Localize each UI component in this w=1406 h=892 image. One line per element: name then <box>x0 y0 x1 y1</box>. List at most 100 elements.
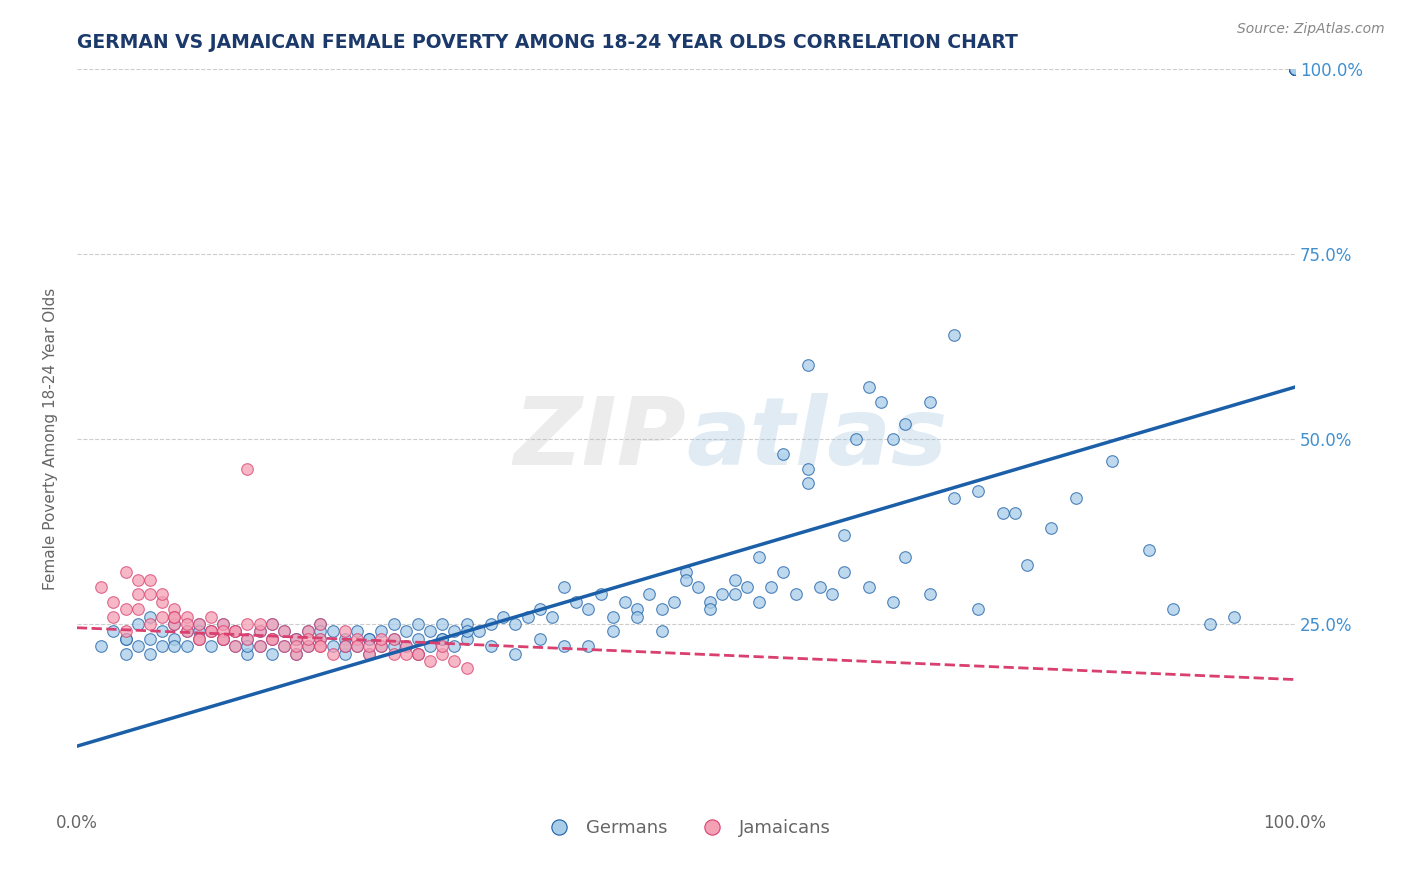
Point <box>942 328 965 343</box>
Point <box>406 632 429 646</box>
Point <box>479 639 502 653</box>
Point <box>285 647 308 661</box>
Point <box>346 639 368 653</box>
Point <box>1284 62 1306 76</box>
Point <box>309 639 332 653</box>
Point <box>236 639 259 653</box>
Point <box>297 639 319 653</box>
Point <box>578 602 600 616</box>
Point <box>675 573 697 587</box>
Point <box>187 624 209 639</box>
Point <box>432 632 454 646</box>
Point <box>224 624 246 639</box>
Point <box>772 565 794 579</box>
Point <box>150 609 173 624</box>
Point <box>236 647 259 661</box>
Text: GERMAN VS JAMAICAN FEMALE POVERTY AMONG 18-24 YEAR OLDS CORRELATION CHART: GERMAN VS JAMAICAN FEMALE POVERTY AMONG … <box>77 33 1018 52</box>
Point <box>882 595 904 609</box>
Point <box>224 639 246 653</box>
Point <box>176 624 198 639</box>
Point <box>651 602 673 616</box>
Point <box>212 624 235 639</box>
Point <box>200 624 222 639</box>
Point <box>359 647 381 661</box>
Point <box>1198 617 1220 632</box>
Point <box>1004 506 1026 520</box>
Point <box>260 647 283 661</box>
Point <box>163 617 186 632</box>
Point <box>346 639 368 653</box>
Text: Source: ZipAtlas.com: Source: ZipAtlas.com <box>1237 22 1385 37</box>
Point <box>1284 62 1306 76</box>
Point <box>309 632 332 646</box>
Point <box>212 632 235 646</box>
Point <box>212 617 235 632</box>
Point <box>432 639 454 653</box>
Point <box>529 632 551 646</box>
Point <box>651 624 673 639</box>
Point <box>432 647 454 661</box>
Point <box>322 624 344 639</box>
Y-axis label: Female Poverty Among 18-24 Year Olds: Female Poverty Among 18-24 Year Olds <box>44 288 58 590</box>
Point <box>103 595 125 609</box>
Point <box>991 506 1014 520</box>
Point <box>163 602 186 616</box>
Point <box>139 587 162 601</box>
Point <box>761 580 783 594</box>
Point <box>236 461 259 475</box>
Point <box>249 639 271 653</box>
Point <box>1284 62 1306 76</box>
Point <box>322 639 344 653</box>
Point <box>942 491 965 505</box>
Point <box>1284 62 1306 76</box>
Point <box>273 624 295 639</box>
Point <box>176 639 198 653</box>
Point <box>553 580 575 594</box>
Point <box>382 639 405 653</box>
Point <box>127 573 149 587</box>
Point <box>406 647 429 661</box>
Point <box>187 632 209 646</box>
Point <box>419 639 441 653</box>
Point <box>103 609 125 624</box>
Point <box>187 617 209 632</box>
Point <box>187 617 209 632</box>
Point <box>529 602 551 616</box>
Point <box>200 639 222 653</box>
Point <box>359 632 381 646</box>
Point <box>163 609 186 624</box>
Point <box>395 624 418 639</box>
Point <box>163 632 186 646</box>
Point <box>176 609 198 624</box>
Point <box>711 587 734 601</box>
Point <box>419 654 441 668</box>
Point <box>1284 62 1306 76</box>
Point <box>675 565 697 579</box>
Point <box>285 632 308 646</box>
Point <box>333 639 356 653</box>
Text: atlas: atlas <box>686 392 948 485</box>
Point <box>858 380 880 394</box>
Point <box>150 595 173 609</box>
Point <box>1284 62 1306 76</box>
Point <box>249 639 271 653</box>
Point <box>309 639 332 653</box>
Point <box>565 595 588 609</box>
Point <box>808 580 831 594</box>
Point <box>432 617 454 632</box>
Point <box>200 609 222 624</box>
Point <box>1161 602 1184 616</box>
Point <box>443 624 465 639</box>
Point <box>297 624 319 639</box>
Point <box>456 624 478 639</box>
Point <box>419 624 441 639</box>
Point <box>1015 558 1038 572</box>
Point <box>785 587 807 601</box>
Point <box>260 617 283 632</box>
Point <box>638 587 661 601</box>
Point <box>724 587 747 601</box>
Point <box>858 580 880 594</box>
Point <box>346 632 368 646</box>
Point <box>212 617 235 632</box>
Point <box>359 647 381 661</box>
